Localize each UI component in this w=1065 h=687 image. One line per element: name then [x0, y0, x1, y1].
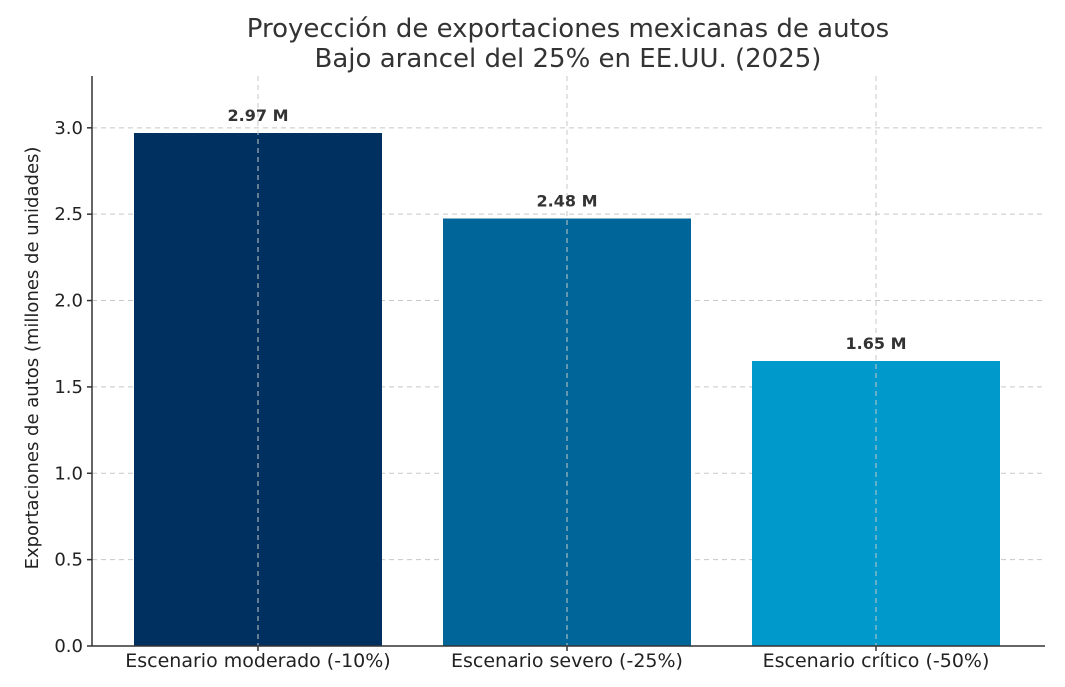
vertical-gridlines: [257, 76, 877, 646]
chart-title-line-2: Bajo arancel del 25% en EE.UU. (2025): [315, 44, 822, 74]
axes: [91, 76, 1045, 647]
chart-title: Proyección de exportaciones mexicanas de…: [247, 14, 889, 74]
y-tick-label: 2.0: [54, 291, 83, 312]
x-category-label: Escenario moderado (-10%): [125, 650, 390, 672]
chart-title-line-1: Proyección de exportaciones mexicanas de…: [247, 14, 889, 44]
bar-value-label: 1.65 M: [846, 334, 907, 353]
bar-value-label: 2.48 M: [537, 192, 598, 211]
y-axis-ticks: 0.0 0.5 1.0 1.5 2.0 2.5 3.0: [54, 118, 92, 657]
y-tick-label: 3.0: [54, 118, 83, 139]
data-labels: 2.97 M 2.48 M 1.65 M: [228, 106, 907, 353]
x-category-label: Escenario crítico (-50%): [763, 650, 990, 672]
y-tick-label: 0.0: [54, 636, 83, 657]
bar: [134, 133, 382, 646]
bar-value-label: 2.97 M: [228, 106, 289, 125]
y-tick-label: 1.5: [54, 377, 83, 398]
y-tick-label: 2.5: [54, 204, 83, 225]
x-category-label: Escenario severo (-25%): [451, 650, 683, 672]
y-tick-label: 0.5: [54, 550, 83, 571]
y-tick-label: 1.0: [54, 463, 83, 484]
x-axis-labels: Escenario moderado (-10%) Escenario sever…: [125, 646, 989, 672]
y-axis-title: Exportaciones de autos (millones de unid…: [22, 147, 43, 570]
